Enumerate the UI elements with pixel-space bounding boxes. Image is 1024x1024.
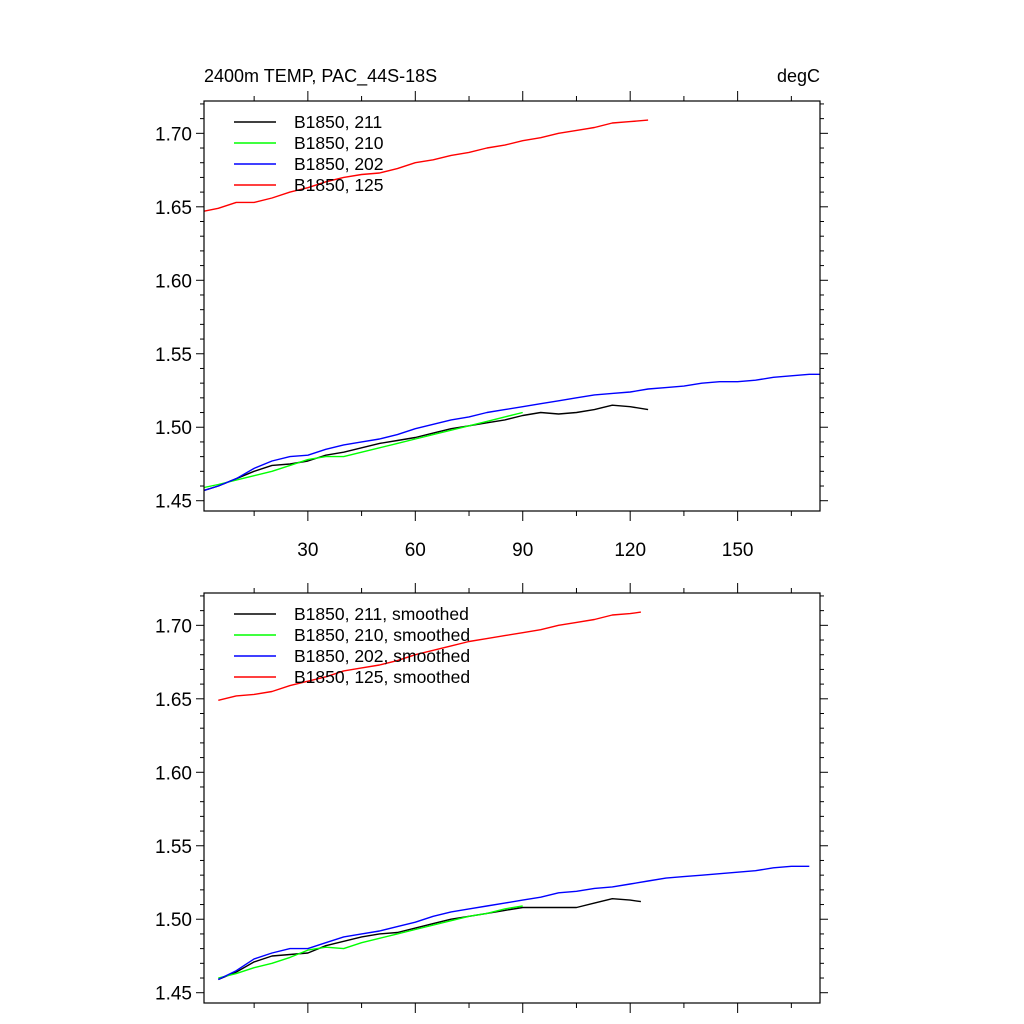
series-line-3 [218, 611, 641, 701]
series-line-0 [218, 898, 641, 981]
y-tick-label: 1.65 [155, 198, 192, 219]
ticks-layer: 1.45 1.50 1.55 1.60 1.65 1.70 30 60 90 120 150 [155, 91, 828, 561]
legend-label-1: B1850, 210 [294, 133, 384, 153]
y-tick-label: 1.55 [155, 837, 192, 858]
y-tick-label: 1.65 [155, 690, 192, 711]
x-tick-label: 60 [405, 540, 426, 561]
y-tick-label: 1.55 [155, 345, 192, 366]
legend-label-0: B1850, 211 [294, 112, 382, 132]
legend-label-1: B1850, 210, smoothed [294, 625, 470, 645]
y-tick-label: 1.45 [155, 984, 192, 1005]
series-line-1 [218, 905, 523, 979]
top-panel: 2400m TEMP, PAC_44S-18S degC 1.45 1.50 1.5… [155, 66, 828, 561]
y-tick-label: 1.50 [155, 418, 192, 439]
y-tick-label: 1.60 [155, 271, 192, 292]
y-tick-label: 1.70 [155, 616, 192, 637]
x-tick-label: 150 [722, 540, 754, 561]
legend-label-3: B1850, 125, smoothed [294, 667, 470, 687]
y-tick-label: 1.70 [155, 124, 192, 145]
plot-frame [203, 592, 821, 1004]
series-layer [203, 119, 820, 492]
x-tick-label: 120 [614, 540, 646, 561]
chart-title: 2400m TEMP, PAC_44S-18S [204, 66, 437, 87]
legend-label-2: B1850, 202, smoothed [294, 646, 470, 666]
y-tick-label: 1.50 [155, 910, 192, 931]
y-tick-label: 1.60 [155, 763, 192, 784]
units-label: degC [777, 66, 820, 86]
ticks-layer: 1.45 1.50 1.55 1.60 1.65 1.70 [155, 583, 828, 1013]
legend-label-0: B1850, 211, smoothed [294, 604, 469, 624]
bottom-panel: 1.45 1.50 1.55 1.60 1.65 1.70 B1850, 211, smo… [155, 583, 828, 1013]
series-line-3 [203, 119, 649, 212]
series-line-2 [203, 373, 820, 492]
plot-frame [203, 100, 821, 512]
series-line-1 [203, 411, 523, 489]
y-tick-label: 1.45 [155, 492, 192, 513]
legend-label-2: B1850, 202 [294, 154, 384, 174]
series-line-0 [203, 404, 649, 492]
x-tick-label: 30 [297, 540, 318, 561]
series-layer [217, 611, 810, 981]
series-line-2 [217, 865, 810, 981]
x-tick-label: 90 [512, 540, 533, 561]
legend-label-3: B1850, 125 [294, 175, 384, 195]
